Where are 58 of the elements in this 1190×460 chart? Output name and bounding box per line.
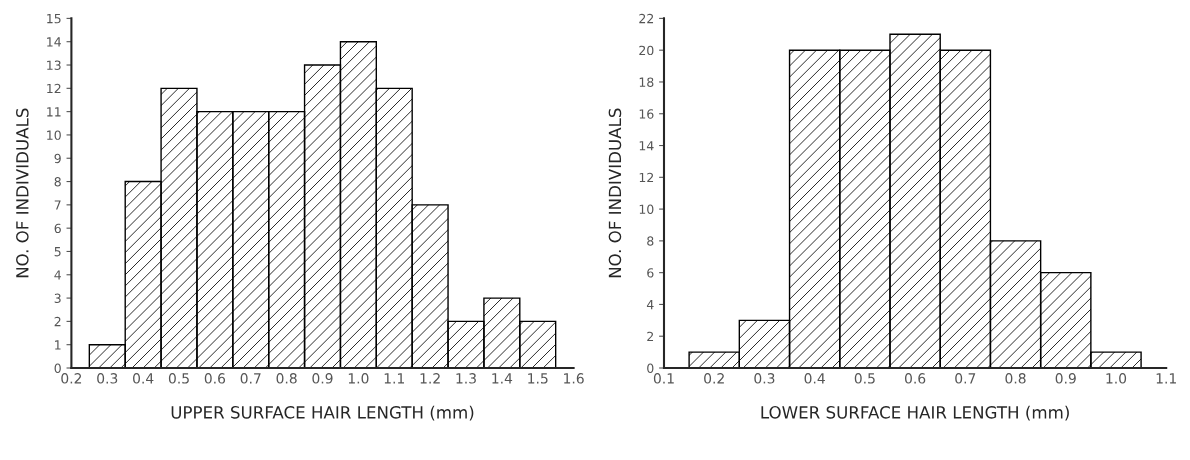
x-tick-label: 0.8 bbox=[276, 373, 297, 384]
y-tick-label: 11 bbox=[47, 107, 61, 117]
x-tick-label: 1.1 bbox=[384, 373, 405, 384]
y-tick-label: 10 bbox=[639, 204, 654, 215]
x-axis-title: UPPER SURFACE HAIR LENGTH (mm) bbox=[171, 405, 474, 421]
y-tick-label: 4 bbox=[646, 300, 654, 310]
y-tick-label: 3 bbox=[54, 293, 61, 304]
y-tick-label: 0 bbox=[647, 363, 654, 373]
y-tick-label: 5 bbox=[54, 247, 61, 257]
x-tick-label: 0.3 bbox=[754, 373, 775, 384]
x-tick-label: 0.9 bbox=[1055, 373, 1076, 384]
y-axis-title: NO. OF INDIVIDUALS bbox=[16, 108, 29, 278]
y-tick-label: 12 bbox=[47, 83, 61, 94]
y-tick-label: 0 bbox=[54, 363, 61, 373]
x-tick-label: 0.6 bbox=[204, 373, 226, 384]
x-tick-label: 0.2 bbox=[704, 373, 724, 384]
x-tick-label: 0.6 bbox=[904, 373, 926, 384]
y-tick-label: 4 bbox=[54, 270, 61, 280]
y-tick-label: 15 bbox=[47, 14, 61, 24]
y-tick-label: 6 bbox=[647, 268, 654, 278]
x-tick-label: 0.9 bbox=[312, 373, 333, 384]
y-tick-label: 14 bbox=[639, 141, 654, 151]
x-tick-label: 1.4 bbox=[492, 373, 513, 384]
x-tick-label: 0.8 bbox=[1005, 373, 1026, 384]
y-tick-label: 2 bbox=[647, 331, 654, 341]
y-tick-label: 16 bbox=[639, 109, 654, 119]
y-tick-label: 13 bbox=[47, 60, 61, 70]
y-tick-label: 12 bbox=[639, 172, 654, 183]
x-tick-label: 1.5 bbox=[528, 373, 548, 384]
y-tick-label: 9 bbox=[54, 153, 61, 164]
x-tick-label: 0.4 bbox=[133, 373, 154, 384]
y-axis-title: NO. OF INDIVIDUALS bbox=[608, 108, 622, 278]
y-tick-label: 8 bbox=[54, 177, 61, 187]
x-tick-label: 1.1 bbox=[1156, 373, 1176, 384]
x-tick-label: 0.7 bbox=[240, 373, 261, 384]
x-tick-label: 1.3 bbox=[456, 373, 476, 384]
x-tick-label: 0.7 bbox=[955, 373, 976, 384]
y-tick-label: 14 bbox=[47, 37, 61, 47]
x-tick-label: 0.1 bbox=[653, 373, 674, 384]
x-tick-label: 1.0 bbox=[348, 373, 369, 384]
y-tick-label: 7 bbox=[54, 200, 61, 210]
y-tick-label: 8 bbox=[647, 236, 654, 246]
y-tick-label: 2 bbox=[54, 316, 61, 327]
x-tick-label: 0.3 bbox=[97, 373, 118, 384]
y-tick-label: 22 bbox=[639, 13, 654, 24]
y-tick-label: 10 bbox=[47, 130, 61, 140]
y-tick-label: 18 bbox=[639, 77, 654, 87]
y-tick-label: 6 bbox=[54, 223, 61, 234]
x-tick-label: 1.6 bbox=[564, 373, 584, 384]
x-tick-label: 0.5 bbox=[168, 373, 189, 384]
y-tick-label: 20 bbox=[639, 45, 654, 56]
y-tick-label: 1 bbox=[55, 340, 61, 350]
x-tick-label: 0.5 bbox=[854, 373, 875, 384]
x-tick-label: 0.4 bbox=[804, 373, 825, 384]
x-tick-label: 0.2 bbox=[61, 373, 82, 384]
x-tick-label: 1.2 bbox=[420, 373, 440, 384]
x-tick-label: 1.0 bbox=[1106, 373, 1127, 384]
x-axis-title: LOWER SURFACE HAIR LENGTH (mm) bbox=[761, 405, 1069, 421]
